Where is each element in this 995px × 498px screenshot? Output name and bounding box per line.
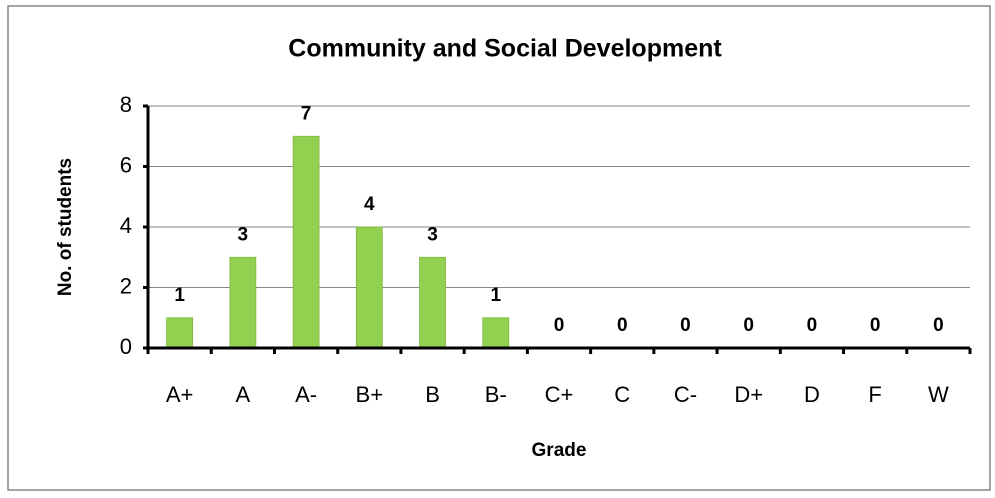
x-tick-label: B [425,382,440,407]
x-tick-label: C [614,382,630,407]
x-tick-label: A- [295,382,317,407]
x-tick-label: W [928,382,949,407]
x-tick-label: B+ [356,382,384,407]
x-tick-label: D [804,382,820,407]
bar [166,317,194,349]
chart-border [7,5,991,491]
data-label: 0 [554,315,565,336]
data-label: 0 [680,315,691,336]
bar [482,317,510,349]
x-tick-label: C+ [545,382,574,407]
bar [229,256,257,349]
bar [419,256,446,349]
x-tick-label: A+ [166,382,194,407]
x-tick-label: F [868,382,881,407]
data-label: 3 [238,224,249,245]
x-tick-label: D+ [734,382,763,407]
chart-title: Community and Social Development [288,35,722,63]
data-label: 0 [743,315,754,336]
data-label: 1 [490,285,501,306]
data-label: 0 [617,315,628,336]
data-label: 0 [933,315,944,336]
x-tick-label: A [236,382,251,407]
y-tick-label: 4 [120,213,132,238]
bar [355,226,383,349]
data-label: 0 [807,315,818,336]
y-axis-label: No. of students [55,158,76,296]
bar [292,135,320,349]
x-axis-label: Grade [532,440,587,461]
y-tick-label: 8 [120,92,132,117]
data-label: 3 [427,224,438,245]
x-tick-label: C- [674,382,697,407]
x-tick-label: B- [485,382,507,407]
y-tick-label: 0 [120,334,132,359]
data-label: 0 [870,315,881,336]
data-label: 1 [174,285,185,306]
data-label: 4 [364,194,375,215]
y-tick-label: 6 [120,152,132,177]
y-tick-label: 2 [120,273,132,298]
data-label: 7 [301,103,312,124]
